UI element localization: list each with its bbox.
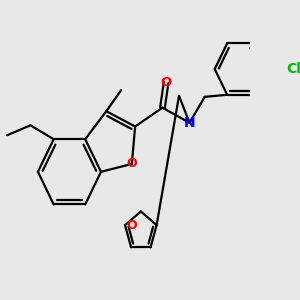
Text: N: N [184, 116, 195, 130]
Text: O: O [160, 76, 172, 89]
Text: Cl: Cl [286, 62, 300, 76]
Text: O: O [127, 219, 137, 232]
Text: O: O [127, 158, 137, 170]
